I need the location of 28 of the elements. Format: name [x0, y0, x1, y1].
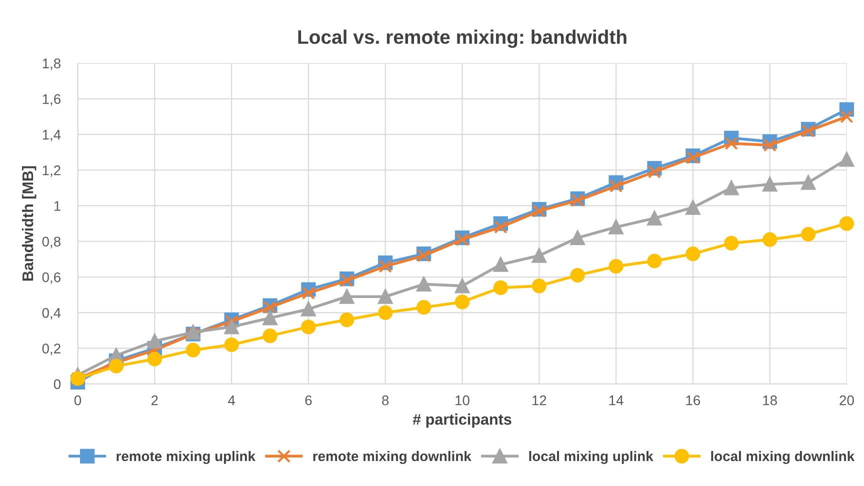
- y-tick-label: 0,6: [42, 272, 60, 284]
- y-axis-title: Bandwidth [MB]: [22, 166, 36, 281]
- x-tick-label: 2: [151, 395, 158, 406]
- x-tick-label: 10: [456, 395, 470, 406]
- x-tick-label: 12: [532, 395, 546, 406]
- x-axis-title: # participants: [412, 414, 512, 428]
- x-tick-label: 20: [840, 395, 854, 406]
- chart-title: Local vs. remote mixing: bandwidth: [298, 30, 626, 48]
- x-tick-label: 6: [305, 395, 312, 406]
- y-tick-label: 1,6: [42, 94, 60, 106]
- x-tick-label: 0: [74, 395, 82, 406]
- y-tick-label: 0: [54, 379, 61, 390]
- y-tick-label: 1: [54, 201, 60, 211]
- x-tick-label: 16: [686, 395, 700, 406]
- y-tick-label: 0,4: [42, 308, 61, 320]
- y-tick-label: 0,8: [42, 236, 60, 248]
- y-tick-label: 0,2: [42, 344, 60, 356]
- x-tick-label: 18: [763, 395, 777, 406]
- x-tick-label: 4: [228, 396, 236, 406]
- y-tick-label: 1,4: [42, 130, 61, 142]
- y-tick-label: 1,8: [42, 58, 60, 70]
- legend-label: remote mixing uplink: [116, 450, 256, 464]
- legend-label: local mixing uplink: [529, 450, 654, 464]
- y-tick-label: 1,2: [42, 165, 60, 177]
- x-tick-label: 14: [609, 396, 624, 406]
- legend-label: local mixing downlink: [711, 450, 855, 464]
- legend-label: remote mixing downlink: [313, 450, 472, 464]
- x-tick-label: 8: [382, 395, 389, 406]
